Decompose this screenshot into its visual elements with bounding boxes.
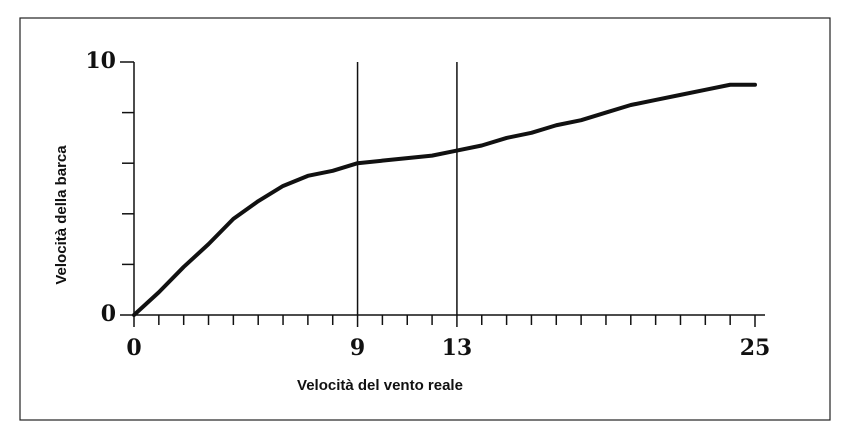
x-tick-label: 0 — [126, 335, 141, 361]
frame — [19, 17, 831, 421]
x-tick-label: 9 — [350, 335, 365, 361]
y-tick-label: 10 — [85, 48, 116, 74]
y-tick-label: 0 — [101, 301, 116, 327]
y-axis-label: Velocità della barca — [53, 145, 70, 285]
data-line — [132, 82, 757, 317]
x-tick-label: 13 — [442, 335, 473, 361]
x-tick-label: 25 — [740, 335, 771, 361]
x-axis-label: Velocità del vento reale — [297, 377, 463, 394]
